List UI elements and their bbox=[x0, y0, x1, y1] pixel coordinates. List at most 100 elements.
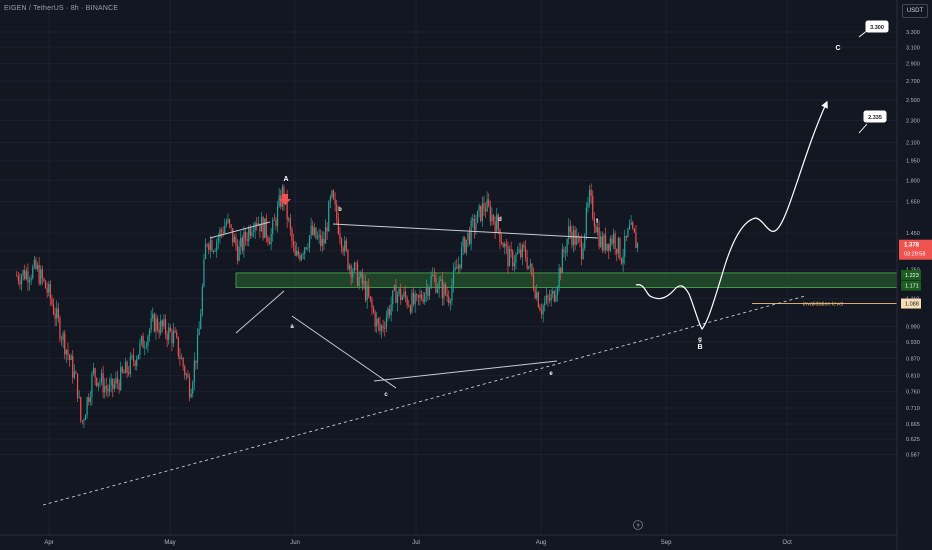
candle-body bbox=[384, 327, 386, 329]
candle-body bbox=[51, 298, 53, 305]
candle-body bbox=[280, 195, 282, 207]
candle-body bbox=[161, 320, 163, 327]
price-axis[interactable]: 3.300 3.100 2.900 2.700 2.500 2.300 2.100 1.950… bbox=[896, 0, 932, 550]
candle-body bbox=[67, 349, 69, 355]
candle-body bbox=[288, 218, 290, 220]
time-tick-label: Jul bbox=[412, 540, 420, 546]
candle-body bbox=[22, 270, 24, 277]
candle-body bbox=[508, 249, 511, 267]
candle-body bbox=[348, 265, 351, 270]
candle-body bbox=[382, 325, 384, 328]
candle-body bbox=[462, 237, 464, 248]
candle-body bbox=[486, 199, 488, 212]
candle-body bbox=[97, 382, 99, 386]
candle-body bbox=[30, 278, 32, 281]
candle-body bbox=[603, 234, 605, 251]
candle-body bbox=[332, 190, 335, 200]
price-tick-label: 0.810 bbox=[906, 374, 920, 380]
price-tick-label: 0.870 bbox=[906, 356, 920, 362]
candle-body bbox=[209, 240, 211, 250]
candle-body bbox=[214, 250, 216, 252]
candle-body bbox=[116, 378, 119, 383]
target-label: 2.335 bbox=[868, 115, 882, 121]
candle-body bbox=[331, 190, 333, 197]
candle-body bbox=[184, 366, 186, 376]
candle-body bbox=[499, 229, 501, 242]
candle-body bbox=[115, 378, 117, 385]
candle-body bbox=[368, 286, 370, 297]
candle-body bbox=[88, 397, 90, 402]
wave-label-A: A bbox=[283, 176, 288, 183]
candle-body bbox=[564, 252, 567, 254]
candle-body bbox=[433, 275, 435, 278]
candle-body bbox=[177, 336, 179, 357]
candle-body bbox=[169, 327, 171, 332]
candle-body bbox=[558, 268, 560, 288]
price-tick-label: 0.710 bbox=[906, 406, 920, 412]
candle-body bbox=[521, 244, 523, 258]
candle-body bbox=[192, 382, 194, 394]
candle-body bbox=[294, 246, 296, 256]
candle-body bbox=[68, 354, 71, 360]
candle-body bbox=[548, 297, 551, 301]
candle-body bbox=[238, 246, 240, 261]
candle-body bbox=[472, 218, 474, 221]
candle-body bbox=[89, 397, 91, 402]
candle-body bbox=[139, 342, 141, 355]
candle-body bbox=[212, 251, 215, 252]
candle-body bbox=[363, 280, 365, 284]
candle-body bbox=[236, 245, 239, 261]
candle-body bbox=[568, 226, 570, 240]
currency-button[interactable]: USDT bbox=[902, 4, 928, 18]
candle-body bbox=[188, 377, 191, 398]
candle-body bbox=[321, 238, 323, 247]
candle-body bbox=[353, 262, 355, 272]
candle-body bbox=[488, 199, 490, 206]
candle-body bbox=[400, 288, 402, 300]
candle-body bbox=[276, 205, 279, 226]
candle-body bbox=[454, 267, 456, 270]
candle-body bbox=[428, 287, 431, 296]
candle-body bbox=[512, 251, 514, 267]
candle-body bbox=[585, 207, 587, 235]
candle-body bbox=[422, 299, 424, 303]
candle-body bbox=[54, 314, 56, 319]
candle-body bbox=[497, 214, 499, 230]
candle-body bbox=[608, 243, 610, 251]
candle-body bbox=[598, 227, 600, 247]
chart-title: EIGEN / TetherUS · 8h · BINANCE bbox=[4, 5, 119, 12]
candle-body bbox=[614, 233, 616, 249]
candle-body bbox=[500, 241, 503, 244]
candle-body bbox=[121, 367, 123, 372]
candle-body bbox=[600, 236, 602, 247]
price-tick-label: 0.760 bbox=[906, 389, 920, 395]
candle-body bbox=[320, 234, 322, 247]
candle-body bbox=[636, 243, 639, 249]
price-tick-label: 1.450 bbox=[906, 231, 920, 237]
candle-body bbox=[70, 356, 72, 360]
candle-body bbox=[329, 196, 331, 203]
time-axis[interactable]: Apr May Jun Jul Aug Sep Oct bbox=[0, 534, 897, 546]
candle-body bbox=[105, 385, 107, 389]
candle-body bbox=[507, 245, 509, 267]
candle-body bbox=[208, 244, 210, 250]
candle-body bbox=[160, 320, 162, 334]
candle-body bbox=[272, 219, 274, 235]
countdown-label: 03:29:58 bbox=[904, 252, 925, 258]
candle-body bbox=[516, 252, 519, 254]
candle-body bbox=[254, 223, 256, 231]
candle-body bbox=[201, 286, 203, 315]
candle-body bbox=[481, 203, 483, 221]
candle-body bbox=[448, 296, 450, 304]
candle-body bbox=[518, 249, 520, 253]
candle-body bbox=[555, 295, 557, 302]
candle-body bbox=[94, 368, 96, 378]
price-tick-label: 3.100 bbox=[906, 45, 920, 51]
candle-body bbox=[100, 373, 103, 382]
callout-box bbox=[863, 110, 887, 123]
candle-body bbox=[539, 307, 541, 311]
candle-body bbox=[476, 210, 479, 223]
candle-body bbox=[491, 214, 493, 222]
candle-body bbox=[390, 304, 392, 315]
